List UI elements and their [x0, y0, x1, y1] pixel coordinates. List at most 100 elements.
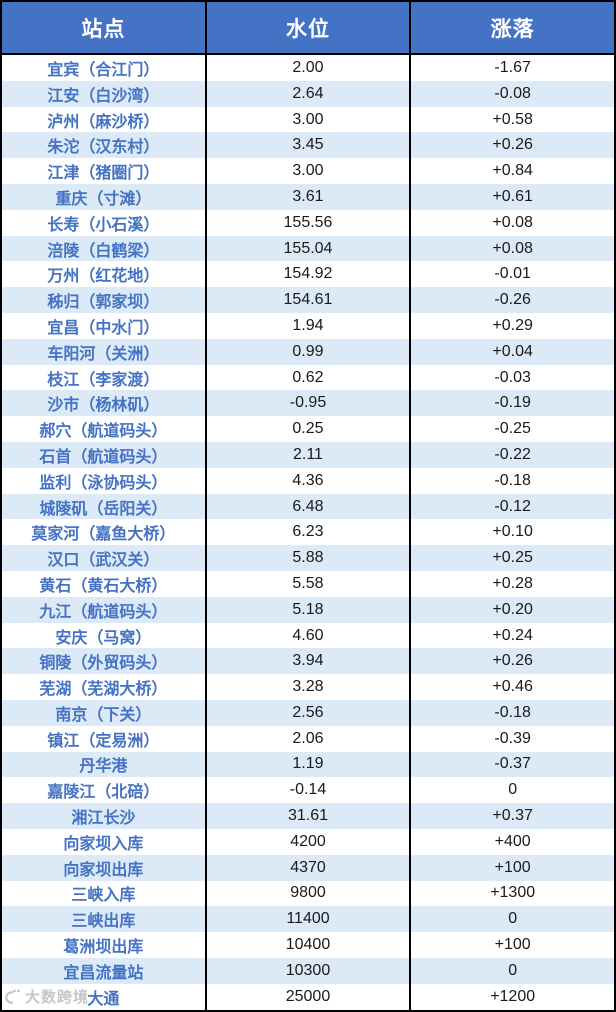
cell-rise-fall: +400: [409, 828, 616, 855]
cell-station: 枝江（李家渡）: [0, 364, 207, 391]
table-row: 沙市（杨林矶） -0.95 -0.19: [0, 390, 616, 417]
cell-station: 湘江长沙: [0, 803, 207, 829]
cell-water-level: 5.18: [204, 596, 412, 623]
cell-rise-fall: +0.26: [409, 132, 616, 159]
cell-water-level: 4200: [204, 828, 412, 855]
cell-water-level: 10300: [204, 957, 412, 984]
table-row: 安庆（马窝） 4.60 +0.24: [0, 622, 616, 649]
cell-station: 向家坝入库: [0, 828, 207, 855]
cell-station: 南京（下关）: [0, 700, 207, 726]
cell-station: 芜湖（芜湖大桥）: [0, 674, 207, 700]
cell-station: 安庆（马窝）: [0, 622, 207, 649]
cell-water-level: 3.45: [204, 132, 412, 159]
cell-station: 沙市（杨林矶）: [0, 390, 207, 417]
cell-water-level: 155.56: [204, 209, 412, 236]
cell-station: 铜陵（外贸码头）: [0, 648, 207, 675]
table-row: 枝江（李家渡） 0.62 -0.03: [0, 364, 616, 391]
cell-station: 丹华港: [0, 751, 207, 778]
cell-station: 汉口（武汉关）: [0, 545, 207, 572]
cell-water-level: 0.62: [204, 364, 412, 391]
table-row: 葛洲坝出库 10400 +100: [0, 932, 616, 958]
table-row: 丹华港 1.19 -0.37: [0, 751, 616, 778]
cell-water-level: 0.25: [204, 416, 412, 443]
cell-rise-fall: +0.08: [409, 235, 616, 262]
table-row: 宜昌流量站 10300 0: [0, 957, 616, 984]
cell-water-level: 25000: [204, 983, 412, 1011]
table-row: 汉口（武汉关） 5.88 +0.25: [0, 545, 616, 572]
cell-water-level: 9800: [204, 880, 412, 907]
cell-rise-fall: +0.26: [409, 648, 616, 675]
table-row: 涪陵（白鹤梁） 155.04 +0.08: [0, 235, 616, 262]
cell-rise-fall: +0.08: [409, 209, 616, 236]
cell-rise-fall: -0.03: [409, 364, 616, 391]
cell-water-level: 0.99: [204, 338, 412, 365]
table-row: 铜陵（外贸码头） 3.94 +0.26: [0, 648, 616, 675]
table-row: 莫家河（嘉鱼大桥） 6.23 +0.10: [0, 519, 616, 546]
cell-rise-fall: +1200: [409, 983, 616, 1011]
cell-water-level: -0.95: [204, 390, 412, 417]
table-row: 芜湖（芜湖大桥） 3.28 +0.46: [0, 674, 616, 700]
cell-water-level: 6.23: [204, 519, 412, 546]
table-row: 镇江（定易洲） 2.06 -0.39: [0, 725, 616, 752]
cell-station: 江津（猪圈门）: [0, 158, 207, 185]
cell-station: 葛洲坝出库: [0, 932, 207, 958]
cell-station: 江安（白沙湾）: [0, 80, 207, 107]
cell-rise-fall: -0.22: [409, 442, 616, 468]
table-row: 石首（航道码头） 2.11 -0.22: [0, 442, 616, 468]
cell-rise-fall: -0.19: [409, 390, 616, 417]
table-row: 宜昌（中水门） 1.94 +0.29: [0, 313, 616, 339]
cell-water-level: 1.19: [204, 751, 412, 778]
cell-water-level: 1.94: [204, 313, 412, 339]
cell-station: 嘉陵江（北碚）: [0, 777, 207, 804]
cell-rise-fall: +0.46: [409, 674, 616, 700]
cell-rise-fall: -0.39: [409, 725, 616, 752]
cell-rise-fall: -0.01: [409, 261, 616, 288]
cell-water-level: 4.60: [204, 622, 412, 649]
cell-rise-fall: +0.37: [409, 803, 616, 829]
cell-rise-fall: -0.37: [409, 751, 616, 778]
cell-water-level: 3.61: [204, 184, 412, 210]
cell-station: 朱沱（汉东村）: [0, 132, 207, 159]
cell-water-level: -0.14: [204, 777, 412, 804]
cell-water-level: 2.56: [204, 700, 412, 726]
cell-station: 宜昌流量站: [0, 957, 207, 984]
cell-station: 九江（航道码头）: [0, 596, 207, 623]
cell-water-level: 2.64: [204, 80, 412, 107]
cell-station: 郝穴（航道码头）: [0, 416, 207, 443]
cell-station: 秭归（郭家坝）: [0, 287, 207, 314]
table-row: 泸州（麻沙桥） 3.00 +0.58: [0, 106, 616, 133]
table-row: 大通 25000 +1200: [0, 983, 616, 1011]
cell-rise-fall: -0.26: [409, 287, 616, 314]
cell-station: 三峡入库: [0, 880, 207, 907]
cell-water-level: 4370: [204, 854, 412, 881]
cell-water-level: 4.36: [204, 467, 412, 494]
table-row: 宜宾（合江门） 2.00 -1.67: [0, 54, 616, 81]
table-row: 万州（红花地） 154.92 -0.01: [0, 261, 616, 288]
table-row: 向家坝出库 4370 +100: [0, 854, 616, 881]
cell-water-level: 155.04: [204, 235, 412, 262]
cell-water-level: 10400: [204, 932, 412, 958]
table-row: 长寿（小石溪） 155.56 +0.08: [0, 209, 616, 236]
cell-station: 黄石（黄石大桥）: [0, 571, 207, 597]
col-header-water-level: 水位: [204, 0, 412, 55]
table-row: 嘉陵江（北碚） -0.14 0: [0, 777, 616, 804]
cell-rise-fall: -0.18: [409, 700, 616, 726]
cell-station: 石首（航道码头）: [0, 442, 207, 468]
cell-station: 莫家河（嘉鱼大桥）: [0, 519, 207, 546]
cell-station: 大通: [0, 983, 207, 1011]
cell-water-level: 154.92: [204, 261, 412, 288]
table-row: 九江（航道码头） 5.18 +0.20: [0, 596, 616, 623]
cell-rise-fall: 0: [409, 777, 616, 804]
table-row: 向家坝入库 4200 +400: [0, 828, 616, 855]
cell-station: 万州（红花地）: [0, 261, 207, 288]
cell-water-level: 2.11: [204, 442, 412, 468]
cell-rise-fall: -0.12: [409, 493, 616, 520]
table-row: 三峡出库 11400 0: [0, 906, 616, 933]
table-row: 郝穴（航道码头） 0.25 -0.25: [0, 416, 616, 443]
cell-station: 重庆（寸滩）: [0, 184, 207, 210]
cell-water-level: 3.94: [204, 648, 412, 675]
cell-station: 向家坝出库: [0, 854, 207, 881]
cell-rise-fall: +0.20: [409, 596, 616, 623]
cell-rise-fall: +100: [409, 932, 616, 958]
